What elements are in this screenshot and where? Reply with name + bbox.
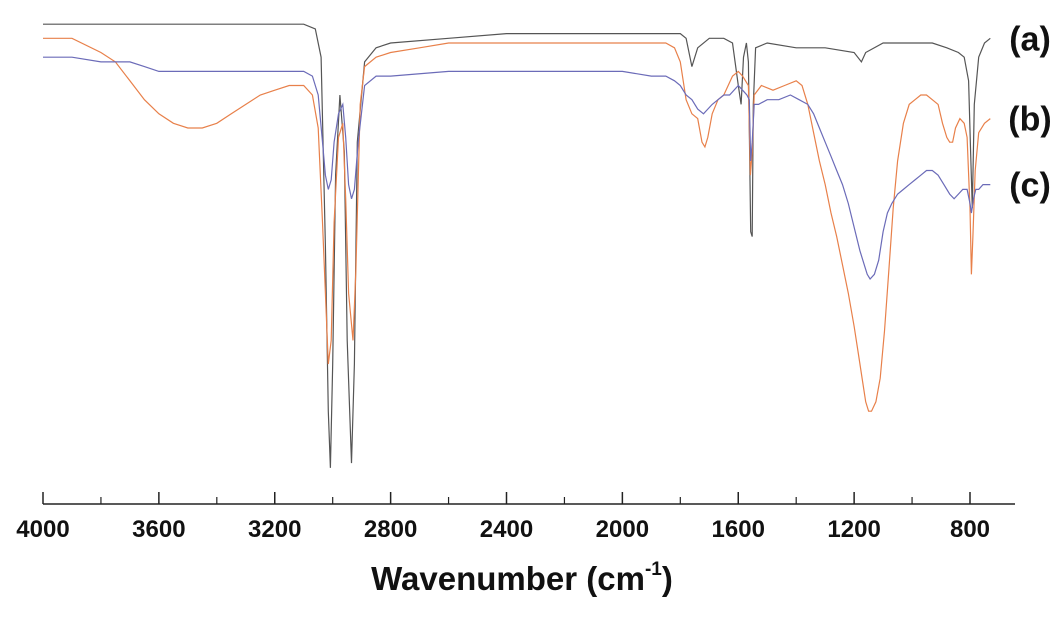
x-tick-label: 2800	[364, 516, 417, 543]
x-axis-title-close: )	[662, 560, 673, 597]
x-tick-label: 3600	[132, 516, 185, 543]
series-line-2	[43, 37, 991, 412]
series-line-3	[43, 56, 991, 280]
x-tick-label: 800	[950, 516, 990, 543]
x-tick-label: 4000	[16, 516, 69, 543]
series-layer	[43, 23, 991, 468]
x-axis-ticks: 4000 3600 3200 2800 2400 2000 1600 1200 800	[16, 492, 990, 543]
series-label-3: (c)	[1009, 167, 1051, 205]
x-tick-label: 2000	[596, 516, 649, 543]
series-label-2: (b)	[1008, 101, 1051, 139]
x-tick-label: 2400	[480, 516, 533, 543]
x-tick-label: 3200	[248, 516, 301, 543]
series-labels: (a) (b) (c)	[1008, 20, 1051, 204]
series-line-1	[43, 23, 991, 468]
series-label-1: (a)	[1009, 20, 1051, 58]
x-tick-label: 1600	[712, 516, 765, 543]
x-axis-title: Wavenumber (cm-1)	[371, 559, 673, 597]
x-axis-title-main: Wavenumber (cm	[371, 560, 645, 597]
x-tick-label: 1200	[827, 516, 880, 543]
x-axis-title-superscript: -1	[645, 559, 662, 580]
